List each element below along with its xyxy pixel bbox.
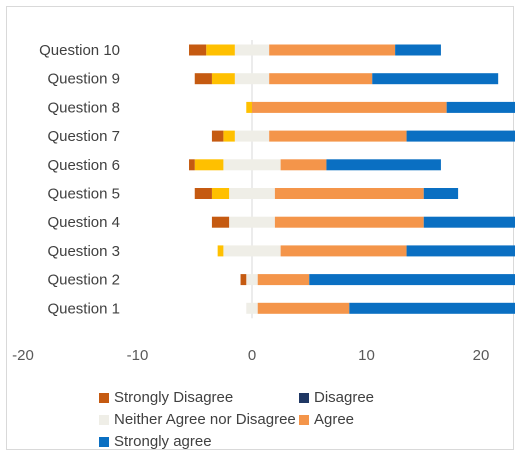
bar-strongly-disagree-q2 <box>240 274 247 286</box>
bar-strongly-agree-q5 <box>423 188 459 199</box>
legend-item-neither: Neither Agree nor Disagree <box>99 411 296 428</box>
category-label: Question 7 <box>47 128 120 145</box>
legend-item-strongly-disagree: Strongly Disagree <box>99 389 233 406</box>
bar-strongly-disagree-q6 <box>189 159 195 171</box>
legend-swatch-disagree <box>299 392 309 403</box>
category-label: Question 9 <box>47 71 120 88</box>
legend-item-agree: Agree <box>299 411 354 428</box>
bar-disagree-amber-q8 <box>246 101 252 113</box>
bar-agree-q2 <box>257 274 310 286</box>
bar-neutral-q4 <box>229 216 275 228</box>
bar-strongly-disagree-q9 <box>194 73 212 85</box>
bar-strongly-agree-q2 <box>309 274 515 286</box>
x-tick-label: 10 <box>358 347 375 364</box>
legend-label-agree: Agree <box>314 411 355 428</box>
bar-neutral-q2 <box>246 274 258 286</box>
bar-strongly-disagree-q5 <box>194 188 212 199</box>
legend-item-disagree: Disagree <box>299 389 374 406</box>
bar-strongly-agree-q6 <box>326 159 441 171</box>
x-tick-label: -10 <box>127 347 149 364</box>
bar-agree-q10 <box>269 44 396 56</box>
legend-label-disagree: Disagree <box>314 389 375 406</box>
legend-swatch-neither <box>99 414 109 425</box>
bar-neutral-q7 <box>234 130 270 142</box>
bar-neutral-q9 <box>234 73 270 85</box>
category-label: Question 3 <box>47 243 120 260</box>
bar-strongly-agree-q9 <box>372 73 499 85</box>
chart-frame: Question 10 Question 9 Question 8 Question … <box>6 6 515 450</box>
bar-agree-q7 <box>269 130 407 142</box>
category-label: Question 8 <box>47 99 120 116</box>
bar-strongly-disagree-q4 <box>211 216 230 228</box>
bar-disagree-amber-q3 <box>217 245 224 257</box>
bar-strongly-agree-q7 <box>406 130 515 142</box>
bar-neutral-q10 <box>234 44 270 56</box>
category-label: Question 6 <box>47 157 120 174</box>
category-label: Question 4 <box>47 214 120 231</box>
bar-strongly-agree-q4 <box>423 216 515 228</box>
legend-label-strongly-agree: Strongly agree <box>114 433 212 450</box>
legend-label-strongly-disagree: Strongly Disagree <box>114 389 234 406</box>
bar-strongly-agree-q3 <box>406 245 515 257</box>
category-label: Question 5 <box>47 186 120 203</box>
bar-strongly-agree-q10 <box>395 44 441 56</box>
bar-agree-q1 <box>257 302 350 314</box>
bar-agree-q9 <box>269 73 373 85</box>
legend: Strongly Disagree Disagree Neither Agree… <box>99 389 429 455</box>
category-label: Question 1 <box>47 300 120 317</box>
bar-neutral-q3 <box>223 245 281 257</box>
bar-disagree-amber-q9 <box>211 73 235 85</box>
bar-agree-q4 <box>274 216 424 228</box>
bar-agree-q3 <box>280 245 407 257</box>
bar-neutral-q5 <box>229 188 275 199</box>
category-label: Question 10 <box>39 42 120 59</box>
bar-agree-q8 <box>252 101 447 113</box>
bar-agree-q6 <box>280 159 327 171</box>
x-tick-label: -20 <box>12 347 34 364</box>
bar-strongly-agree-q8 <box>446 101 515 113</box>
legend-item-strongly-agree: Strongly agree <box>99 433 212 450</box>
bar-neutral-q6 <box>223 159 281 171</box>
bar-neutral-q1 <box>246 302 258 314</box>
bar-strongly-disagree-q10 <box>189 44 207 56</box>
bar-strongly-agree-q1 <box>349 302 515 314</box>
bar-agree-q5 <box>274 188 424 199</box>
bar-disagree-amber-q6 <box>194 159 224 171</box>
bar-disagree-amber-q10 <box>206 44 235 56</box>
bar-disagree-amber-q7 <box>223 130 235 142</box>
legend-label-neither: Neither Agree nor Disagree <box>114 411 296 428</box>
bar-disagree-amber-q5 <box>211 188 230 199</box>
legend-swatch-agree <box>299 414 309 425</box>
bar-strongly-disagree-q7 <box>211 130 224 142</box>
legend-swatch-strongly-agree <box>99 436 109 447</box>
category-label: Question 2 <box>47 272 120 289</box>
x-tick-label: 20 <box>473 347 490 364</box>
x-tick-label: 0 <box>248 347 256 364</box>
legend-swatch-strongly-disagree <box>99 392 109 403</box>
